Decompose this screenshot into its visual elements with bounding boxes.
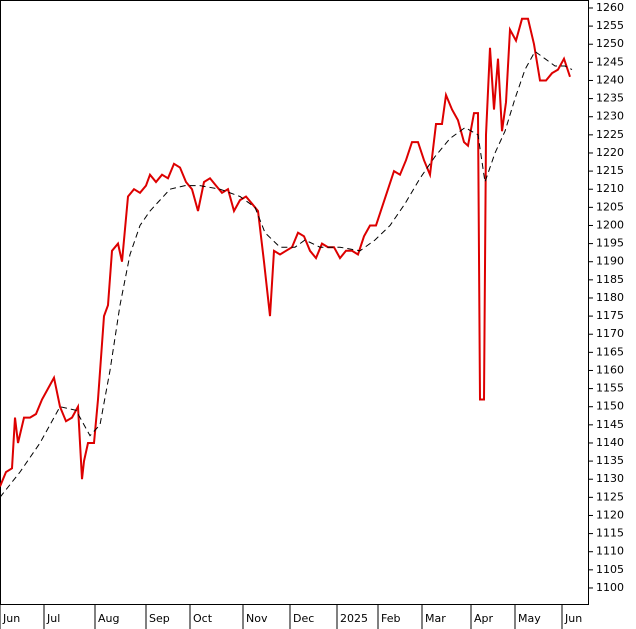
y-tick-label: 1245 — [596, 55, 624, 68]
y-tick-label: 1115 — [596, 527, 624, 540]
y-tick-label: 1220 — [596, 146, 624, 159]
x-tick-label: Apr — [474, 612, 494, 625]
y-tick-label: 1235 — [596, 92, 624, 105]
series-line — [0, 50, 573, 498]
y-tick-label: 1210 — [596, 182, 624, 195]
y-tick-label: 1110 — [596, 545, 624, 558]
y-tick-label: 1255 — [596, 19, 624, 32]
x-tick-label: Mar — [425, 612, 446, 625]
x-tick-label: Jul — [46, 612, 60, 625]
y-tick-label: 1135 — [596, 454, 624, 467]
plot-frame — [0, 0, 589, 605]
y-tick-label: 1225 — [596, 128, 624, 141]
y-tick-label: 1150 — [596, 400, 624, 413]
y-tick-label: 1120 — [596, 508, 624, 521]
y-tick-label: 1145 — [596, 418, 624, 431]
x-tick-label: Nov — [246, 612, 268, 625]
y-tick-label: 1250 — [596, 37, 624, 50]
x-tick-label: Jun — [564, 612, 582, 625]
y-tick-label: 1185 — [596, 273, 624, 286]
y-tick-label: 1130 — [596, 472, 624, 485]
y-tick-label: 1170 — [596, 327, 624, 340]
y-tick-label: 1140 — [596, 436, 624, 449]
y-tick-label: 1240 — [596, 73, 624, 86]
series-line — [0, 17, 571, 487]
y-tick-label: 1205 — [596, 200, 624, 213]
x-tick-label: 2025 — [340, 612, 368, 625]
y-tick-label: 1160 — [596, 363, 624, 376]
x-tick-label: Dec — [293, 612, 314, 625]
y-tick-label: 1105 — [596, 563, 624, 576]
y-tick-label: 1175 — [596, 309, 624, 322]
y-tick-label: 1100 — [596, 581, 624, 594]
y-tick-label: 1125 — [596, 490, 624, 503]
x-tick-label: Sep — [149, 612, 170, 625]
y-tick-label: 1180 — [596, 291, 624, 304]
y-tick-label: 1190 — [596, 255, 624, 268]
y-tick-label: 1230 — [596, 110, 624, 123]
y-tick-label: 1200 — [596, 218, 624, 231]
y-tick-label: 1155 — [596, 382, 624, 395]
y-tick-label: 1165 — [596, 345, 624, 358]
y-tick-label: 1260 — [596, 1, 624, 14]
y-tick-label: 1215 — [596, 164, 624, 177]
y-tick-label: 1195 — [596, 237, 624, 250]
x-tick-label: Feb — [381, 612, 400, 625]
x-tick-label: Oct — [193, 612, 213, 625]
x-tick-label: Jun — [2, 612, 20, 625]
x-tick-label: May — [518, 612, 541, 625]
x-tick-label: Aug — [98, 612, 119, 625]
